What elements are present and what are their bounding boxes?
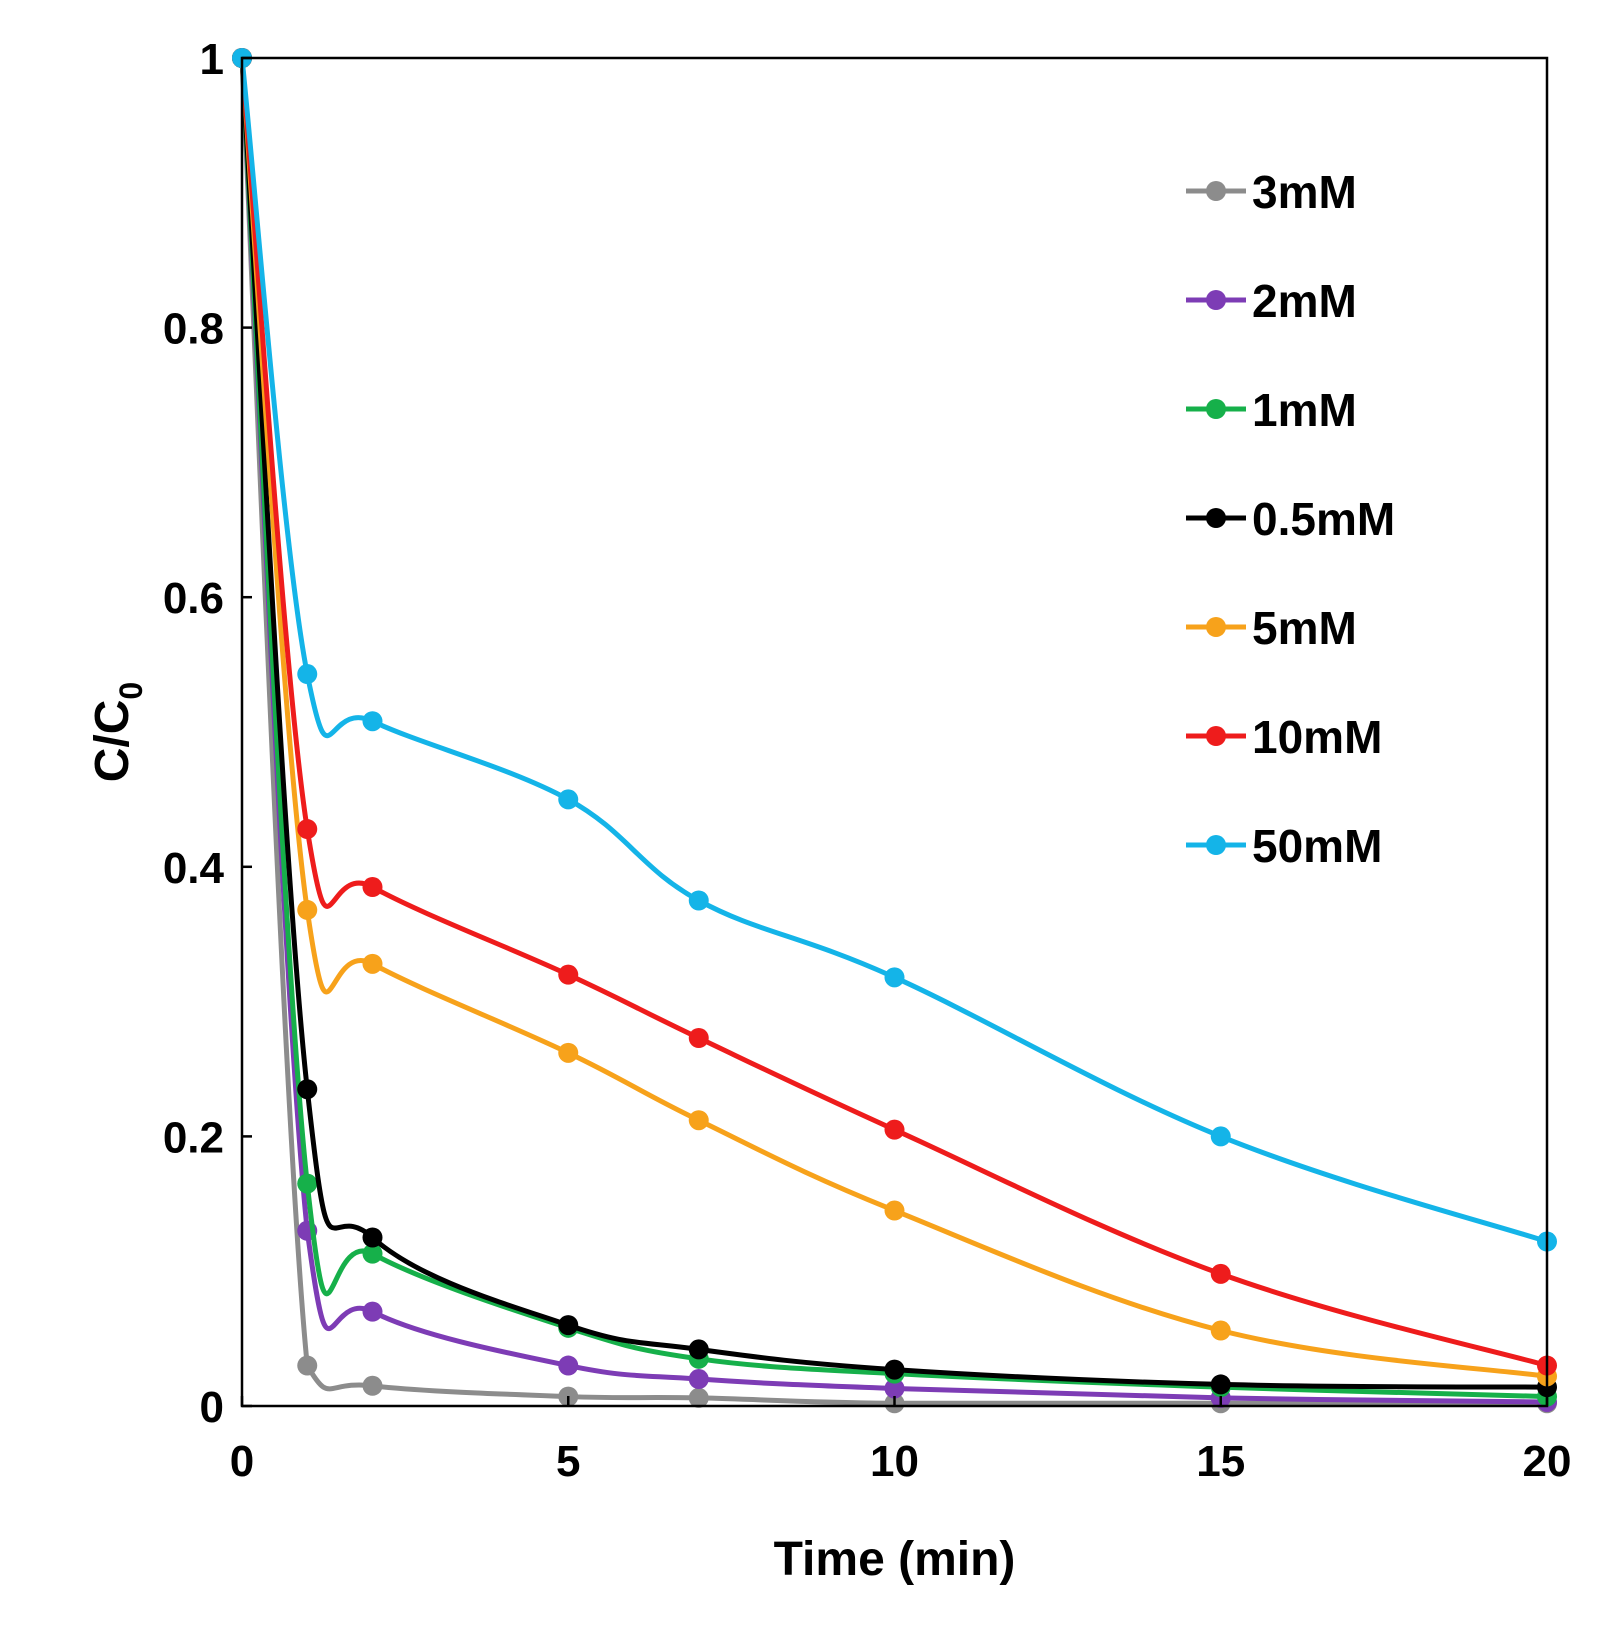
data-point [558,1042,579,1063]
x-tick-label: 10 [870,1437,919,1486]
y-tick-label: 0.2 [163,1113,224,1162]
legend-marker [1206,726,1226,746]
data-point [1210,1126,1231,1147]
legend-item: 5mM [1186,602,1357,654]
legend-marker [1206,290,1226,310]
y-axis-title-subscript: 0 [113,682,149,700]
y-axis-title: C/C0 [86,682,149,782]
data-point [362,953,383,974]
legend: 3mM 2mM 1mM 0.5mM 5mM 10mM 50mM [1186,166,1395,872]
data-point [688,1027,709,1048]
legend-label: 3mM [1252,166,1357,218]
data-point [884,1119,905,1140]
legend-item: 1mM [1186,384,1357,436]
data-point [362,1375,383,1396]
series-line [239,57,1548,1244]
legend-marker [1206,617,1226,637]
legend-marker [1206,835,1226,855]
x-tick-label: 5 [556,1437,580,1486]
data-point [362,1301,383,1322]
data-point [362,1227,383,1248]
data-point [362,1243,383,1264]
legend-marker [1206,399,1226,419]
data-point [1210,1320,1231,1341]
data-point [362,877,383,898]
legend-label: 2mM [1252,275,1357,327]
data-point [688,1339,709,1360]
series-line [239,57,1548,1379]
legend-item: 3mM [1186,166,1357,218]
y-axis-title-main: C/C [86,700,139,783]
legend-label: 0.5mM [1252,493,1395,545]
series-10mM [232,48,1557,1376]
y-tick-label: 0.6 [163,574,224,623]
legend-label: 5mM [1252,602,1357,654]
data-point [297,664,318,685]
x-tick-label: 15 [1196,1437,1245,1486]
data-point [1210,1263,1231,1284]
data-point [558,1355,579,1376]
data-point [558,1315,579,1336]
legend-marker [1206,181,1226,201]
x-tick-label: 0 [230,1437,254,1486]
data-point [1210,1374,1231,1395]
y-tick-label: 1 [200,35,224,84]
legend-label: 10mM [1252,711,1382,763]
series-line [239,57,1548,1368]
series-50mM [232,48,1557,1252]
data-point [884,967,905,988]
data-point [297,1355,318,1376]
data-point [297,1079,318,1100]
data-point [884,1378,905,1399]
data-point [297,899,318,920]
legend-item: 0.5mM [1186,493,1395,545]
legend-label: 50mM [1252,820,1382,872]
legend-item: 50mM [1186,820,1382,872]
data-point [688,890,709,911]
data-point [688,1387,709,1408]
data-point [884,1200,905,1221]
data-point [362,711,383,732]
data-point [884,1359,905,1380]
y-tick-label: 0 [200,1383,224,1432]
y-tick-label: 0.4 [163,844,225,893]
x-tick-label: 20 [1523,1437,1572,1486]
data-point [558,789,579,810]
series-layer [232,48,1557,1414]
x-axis-title: Time (min) [774,1533,1016,1586]
legend-label: 1mM [1252,384,1357,436]
data-point [297,1173,318,1194]
data-point [297,819,318,840]
y-tick-label: 0.8 [163,305,224,354]
legend-item: 10mM [1186,711,1382,763]
data-point [688,1369,709,1390]
data-point [558,964,579,985]
legend-marker [1206,508,1226,528]
legend-item: 2mM [1186,275,1357,327]
data-point [688,1110,709,1131]
axes-layer: 00.20.40.60.810 5 10 15 20 [163,35,1572,1486]
